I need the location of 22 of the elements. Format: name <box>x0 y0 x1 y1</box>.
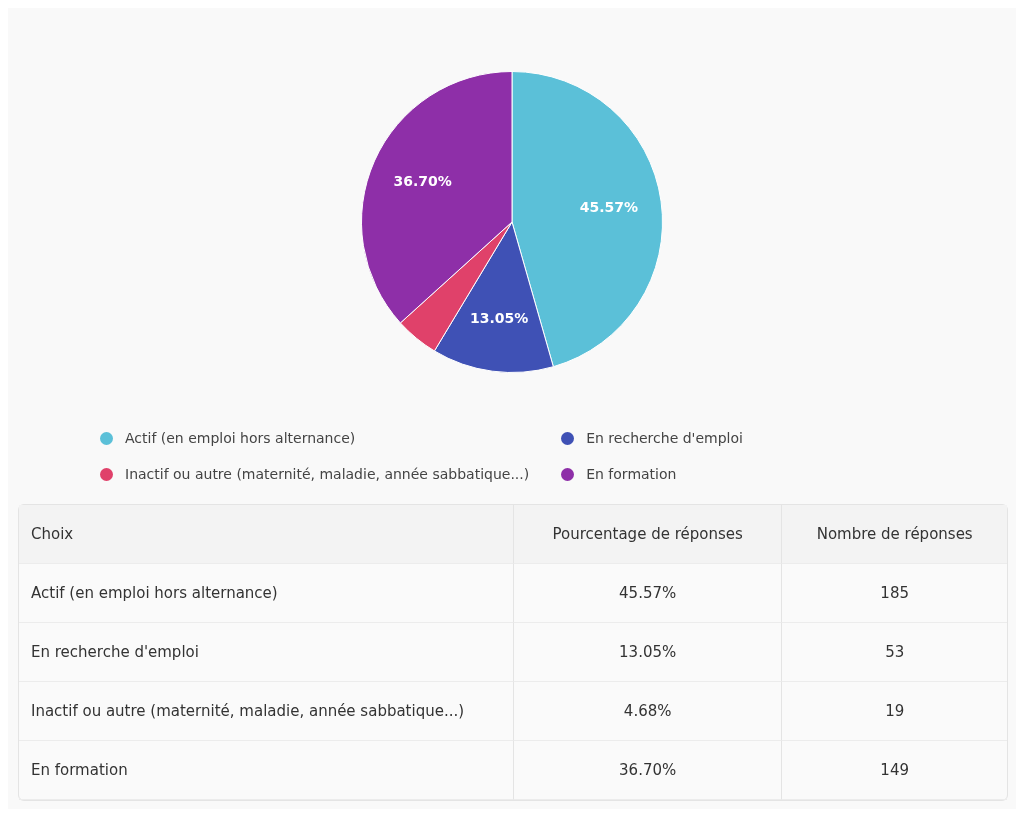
category-label: En recherche d'emploi <box>19 623 513 682</box>
data-label: 4.68% <box>513 682 782 741</box>
data-label: 149 <box>781 741 1007 800</box>
data-label: 36.70% <box>513 741 782 800</box>
data-label: 53 <box>781 623 1007 682</box>
category-label: Inactif ou autre (maternité, maladie, année sabbatique...) <box>19 682 513 741</box>
legend-label: Actif (en emploi hors alternance) <box>125 430 356 446</box>
series-label: Pourcentage de réponses <box>513 505 782 564</box>
legend-label: En formation <box>586 466 677 482</box>
data-label: 185 <box>781 564 1007 623</box>
data-label: 45.57% <box>579 199 639 216</box>
data-label: 13.05% <box>470 309 529 326</box>
category-label: Actif (en emploi hors alternance) <box>19 564 513 623</box>
data-label: 36.70% <box>393 172 452 189</box>
data-label: 45.57% <box>513 564 782 623</box>
legend-label: En recherche d'emploi <box>586 430 743 446</box>
legend-label: Inactif ou autre (maternité, maladie, année sabbatique...) <box>125 466 530 482</box>
data-label: 19 <box>781 682 1007 741</box>
category-label: En formation <box>19 741 513 800</box>
text: Choix <box>19 505 513 564</box>
data-label: 13.05% <box>513 623 782 682</box>
text: Nombre de réponses <box>781 505 1007 564</box>
